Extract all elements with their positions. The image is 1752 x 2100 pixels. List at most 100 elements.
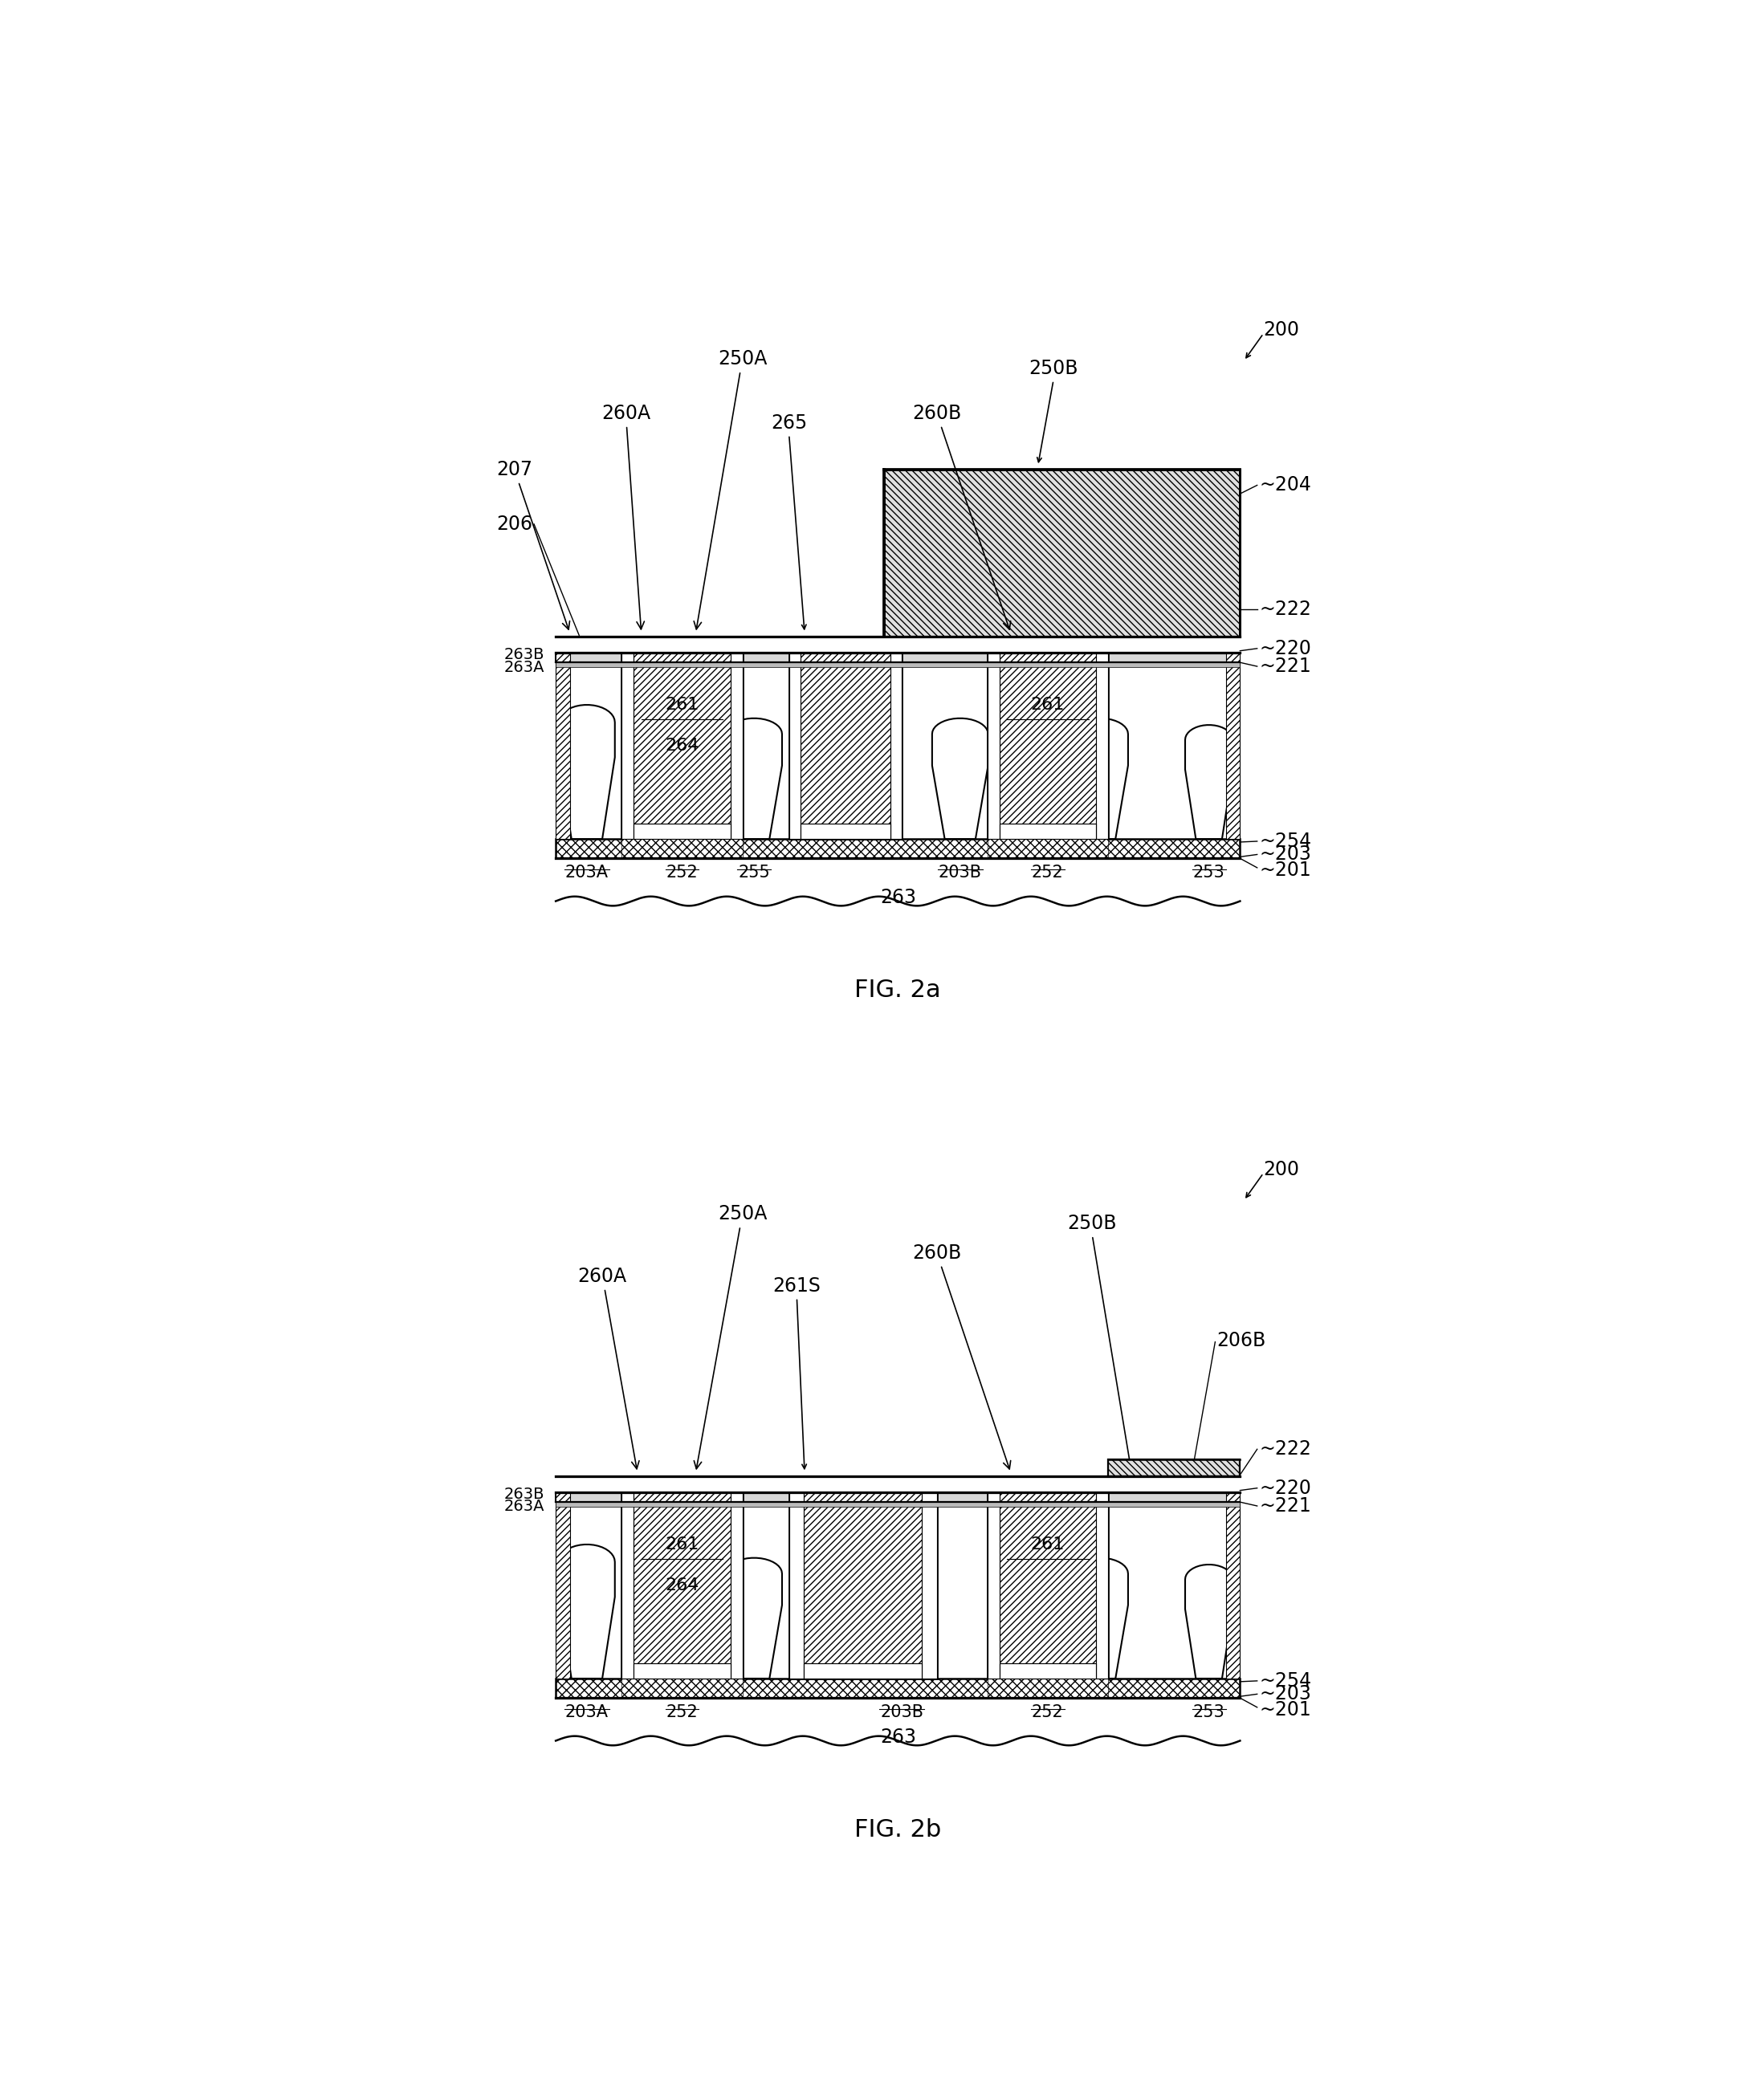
Text: 263B: 263B bbox=[503, 647, 545, 661]
Text: 260A: 260A bbox=[601, 403, 650, 630]
Text: 203A: 203A bbox=[566, 1705, 608, 1720]
Text: ~203: ~203 bbox=[1260, 1684, 1312, 1703]
Text: 203B: 203B bbox=[939, 865, 981, 880]
Text: 263: 263 bbox=[880, 888, 916, 907]
Text: ~204: ~204 bbox=[1260, 475, 1312, 496]
Text: ~254: ~254 bbox=[1260, 832, 1312, 851]
Bar bbox=[988, 1678, 1107, 1699]
Polygon shape bbox=[932, 718, 988, 838]
Text: 261: 261 bbox=[666, 1537, 699, 1552]
Polygon shape bbox=[1184, 724, 1233, 838]
Text: 255: 255 bbox=[738, 865, 771, 880]
Bar bbox=[988, 653, 999, 838]
Bar bbox=[801, 823, 890, 838]
Polygon shape bbox=[559, 706, 615, 838]
Bar bbox=[622, 1491, 634, 1678]
Text: 261S: 261S bbox=[773, 1277, 822, 1296]
Bar bbox=[885, 470, 1240, 636]
Text: ~254: ~254 bbox=[1260, 1672, 1312, 1690]
Text: 260B: 260B bbox=[913, 403, 1011, 630]
Bar bbox=[988, 838, 1107, 859]
Bar bbox=[890, 653, 902, 838]
Bar bbox=[731, 653, 743, 838]
Polygon shape bbox=[1072, 718, 1128, 838]
Bar bbox=[999, 823, 1095, 838]
Text: FIG. 2a: FIG. 2a bbox=[855, 979, 941, 1002]
Bar bbox=[788, 653, 902, 838]
Bar bbox=[634, 823, 731, 838]
Bar bbox=[622, 838, 743, 859]
Text: 261: 261 bbox=[666, 697, 699, 712]
Bar bbox=[988, 653, 1107, 838]
Bar bbox=[999, 1663, 1095, 1678]
Bar bbox=[622, 653, 634, 838]
Text: 260A: 260A bbox=[578, 1266, 639, 1468]
Text: ~203: ~203 bbox=[1260, 844, 1312, 863]
Text: ~222: ~222 bbox=[1260, 1441, 1312, 1459]
Text: 252: 252 bbox=[1032, 865, 1063, 880]
Text: 250B: 250B bbox=[1067, 1214, 1118, 1233]
Text: FIG. 2b: FIG. 2b bbox=[855, 1819, 941, 1842]
Text: ~222: ~222 bbox=[1260, 601, 1312, 619]
Bar bbox=[988, 1491, 999, 1678]
Polygon shape bbox=[1072, 1558, 1128, 1678]
Text: 253: 253 bbox=[1193, 1705, 1225, 1720]
Text: ~220: ~220 bbox=[1260, 638, 1312, 657]
Text: ~221: ~221 bbox=[1260, 657, 1312, 676]
Polygon shape bbox=[725, 1558, 781, 1678]
Text: 263: 263 bbox=[880, 1726, 916, 1747]
Bar bbox=[555, 653, 569, 838]
Text: 203B: 203B bbox=[880, 1705, 923, 1720]
Polygon shape bbox=[559, 1544, 615, 1678]
Text: 263A: 263A bbox=[503, 659, 545, 674]
Bar bbox=[555, 1501, 1240, 1506]
Bar bbox=[555, 1491, 569, 1678]
Text: ~220: ~220 bbox=[1260, 1478, 1312, 1497]
Bar bbox=[788, 1491, 937, 1678]
Text: 200: 200 bbox=[1263, 1159, 1300, 1178]
Text: 252: 252 bbox=[666, 1705, 697, 1720]
Bar bbox=[634, 1663, 731, 1678]
Bar bbox=[555, 1678, 1240, 1699]
Text: 264: 264 bbox=[666, 1577, 699, 1594]
Bar bbox=[1226, 653, 1240, 838]
Bar bbox=[922, 1491, 937, 1678]
Bar bbox=[555, 838, 1240, 859]
Text: 207: 207 bbox=[496, 460, 569, 630]
Polygon shape bbox=[874, 1558, 930, 1678]
Polygon shape bbox=[1184, 1564, 1233, 1678]
Bar bbox=[731, 1491, 743, 1678]
Text: 260B: 260B bbox=[913, 1243, 1011, 1470]
Text: 261: 261 bbox=[1030, 1537, 1065, 1552]
Text: 265: 265 bbox=[771, 414, 808, 433]
Bar bbox=[1095, 653, 1107, 838]
Bar bbox=[1107, 1459, 1240, 1476]
Text: 263B: 263B bbox=[503, 1487, 545, 1502]
Text: 263A: 263A bbox=[503, 1499, 545, 1514]
Text: 250B: 250B bbox=[1028, 359, 1077, 378]
Text: 253: 253 bbox=[1193, 865, 1225, 880]
Bar bbox=[622, 653, 743, 838]
Text: 200: 200 bbox=[1263, 319, 1300, 340]
Text: 206: 206 bbox=[496, 514, 533, 533]
Bar bbox=[1095, 1491, 1107, 1678]
Bar bbox=[622, 1678, 743, 1699]
Text: 250A: 250A bbox=[694, 1205, 767, 1468]
Bar bbox=[804, 1663, 922, 1678]
Bar bbox=[555, 1491, 1240, 1501]
Bar bbox=[788, 1491, 804, 1678]
Text: 252: 252 bbox=[666, 865, 697, 880]
Bar bbox=[1226, 1491, 1240, 1678]
Text: 206B: 206B bbox=[1216, 1331, 1267, 1350]
Text: 261: 261 bbox=[1030, 697, 1065, 712]
Text: ~201: ~201 bbox=[1260, 1701, 1312, 1720]
Bar bbox=[788, 653, 801, 838]
Bar bbox=[988, 1491, 1107, 1678]
Polygon shape bbox=[725, 718, 781, 838]
Text: ~221: ~221 bbox=[1260, 1497, 1312, 1516]
Text: 264: 264 bbox=[666, 737, 699, 754]
Bar bbox=[622, 1491, 743, 1678]
Text: ~201: ~201 bbox=[1260, 861, 1312, 880]
Bar bbox=[555, 661, 1240, 668]
Bar bbox=[555, 653, 1240, 662]
